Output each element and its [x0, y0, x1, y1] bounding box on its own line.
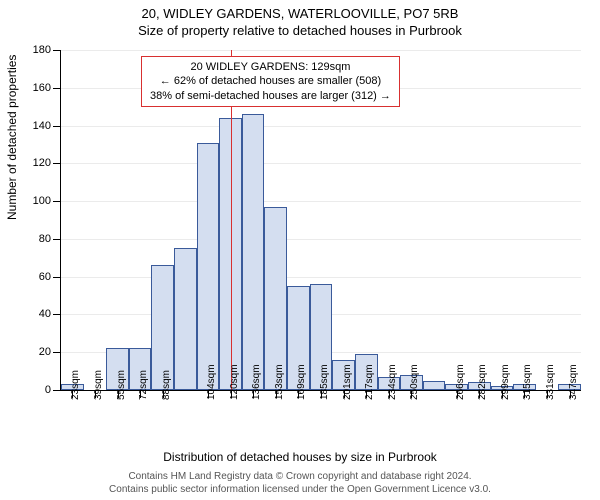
x-tick-label: 55sqm	[116, 370, 127, 400]
x-axis-title: Distribution of detached houses by size …	[0, 450, 600, 464]
footnote: Contains HM Land Registry data © Crown c…	[0, 470, 600, 496]
histogram-bar	[174, 248, 197, 390]
gridline	[61, 50, 581, 51]
y-tick-label: 160	[33, 82, 51, 94]
x-tick-label: 250sqm	[409, 364, 420, 400]
x-tick-label: 331sqm	[545, 364, 556, 400]
y-tick-label: 40	[39, 308, 51, 320]
y-tick-label: 20	[39, 346, 51, 358]
x-tick-label: 88sqm	[161, 370, 172, 400]
x-tick-label: 39sqm	[93, 370, 104, 400]
x-tick-label: 347sqm	[568, 364, 579, 400]
x-tick-label: 299sqm	[500, 364, 511, 400]
gridline	[61, 126, 581, 127]
annotation-line-2: ← 62% of detached houses are smaller (50…	[150, 74, 391, 88]
histogram-bar	[264, 207, 287, 390]
annotation-box: 20 WIDLEY GARDENS: 129sqm ← 62% of detac…	[141, 56, 400, 107]
x-tick-label: 185sqm	[319, 364, 330, 400]
y-tick	[53, 126, 61, 127]
x-tick-label: 282sqm	[477, 364, 488, 400]
y-tick	[53, 277, 61, 278]
gridline	[61, 201, 581, 202]
y-axis-title: Number of detached properties	[5, 55, 19, 220]
x-tick-label: 234sqm	[387, 364, 398, 400]
annotation-line-1: 20 WIDLEY GARDENS: 129sqm	[150, 60, 391, 74]
histogram-bar	[197, 143, 220, 390]
y-tick	[53, 314, 61, 315]
histogram-bar	[242, 114, 265, 390]
x-tick-label: 266sqm	[455, 364, 466, 400]
title-line-1: 20, WIDLEY GARDENS, WATERLOOVILLE, PO7 5…	[0, 6, 600, 23]
x-tick-label: 120sqm	[229, 364, 240, 400]
y-tick	[53, 390, 61, 391]
gridline	[61, 277, 581, 278]
x-tick-label: 217sqm	[364, 364, 375, 400]
title-line-2: Size of property relative to detached ho…	[0, 23, 600, 40]
y-tick-label: 100	[33, 195, 51, 207]
y-tick	[53, 239, 61, 240]
y-tick-label: 0	[45, 384, 51, 396]
x-tick-label: 201sqm	[342, 364, 353, 400]
y-tick-label: 60	[39, 271, 51, 283]
annotation-line-3: 38% of semi-detached houses are larger (…	[150, 89, 391, 103]
y-tick	[53, 163, 61, 164]
footnote-line-1: Contains HM Land Registry data © Crown c…	[0, 470, 600, 483]
y-tick-label: 120	[33, 157, 51, 169]
y-tick-label: 80	[39, 233, 51, 245]
gridline	[61, 239, 581, 240]
y-tick	[53, 88, 61, 89]
x-tick-label: 169sqm	[296, 364, 307, 400]
x-tick-label: 153sqm	[274, 364, 285, 400]
y-tick-label: 180	[33, 44, 51, 56]
y-tick	[53, 352, 61, 353]
x-tick-label: 23sqm	[70, 370, 81, 400]
y-tick-label: 140	[33, 120, 51, 132]
gridline	[61, 163, 581, 164]
histogram-bar	[423, 381, 446, 390]
y-tick	[53, 201, 61, 202]
x-tick-label: 136sqm	[251, 364, 262, 400]
x-tick-label: 315sqm	[522, 364, 533, 400]
x-tick-label: 104sqm	[206, 364, 217, 400]
histogram-plot-area: 02040608010012014016018023sqm39sqm55sqm7…	[60, 50, 581, 391]
y-tick	[53, 50, 61, 51]
chart-title-block: 20, WIDLEY GARDENS, WATERLOOVILLE, PO7 5…	[0, 0, 600, 40]
footnote-line-2: Contains public sector information licen…	[0, 483, 600, 496]
x-tick-label: 72sqm	[138, 370, 149, 400]
